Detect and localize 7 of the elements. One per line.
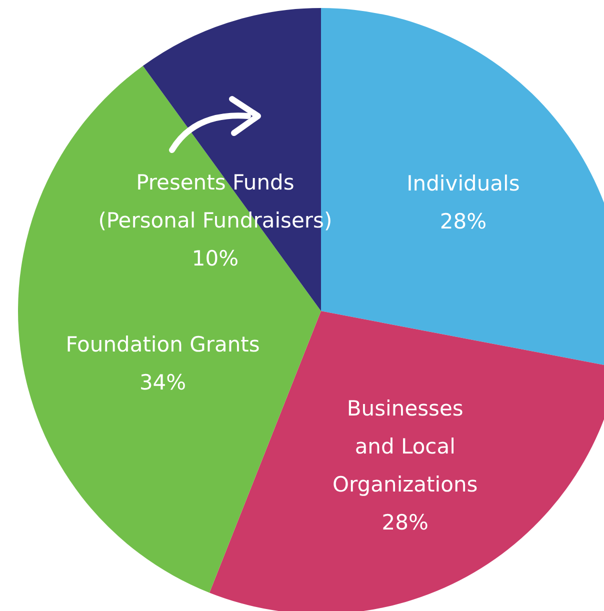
data-label: 34% [139, 370, 186, 394]
slice-label: Foundation Grants [66, 332, 260, 356]
data-label: 10% [192, 246, 239, 270]
slice-label: Businesses and Local Organizations [332, 396, 478, 496]
data-label: 28% [440, 210, 487, 234]
slice-label: Individuals [406, 172, 520, 196]
data-label: 28% [382, 510, 428, 534]
